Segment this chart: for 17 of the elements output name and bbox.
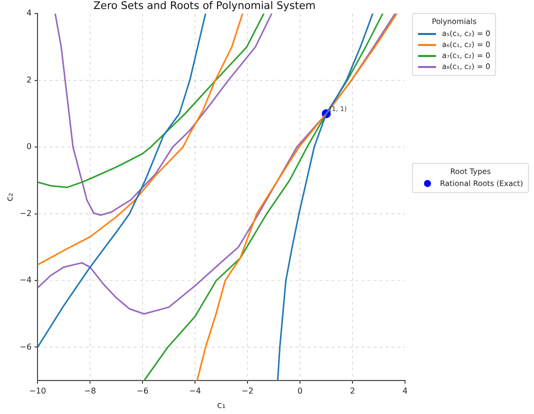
x-tick-label: −10 <box>29 386 46 396</box>
x-tick-label: 0 <box>297 386 303 396</box>
x-tick-label: 4 <box>402 386 408 396</box>
y-tick-label: 2 <box>26 75 32 84</box>
y-axis-title: c₂ <box>6 192 16 202</box>
x-tick-label: −6 <box>136 386 148 396</box>
x-tick-label: −8 <box>84 386 96 396</box>
chart-title: Zero Sets and Roots of Polynomial System <box>93 0 316 12</box>
x-tick-label: −2 <box>242 386 254 396</box>
y-tick-label: 4 <box>26 8 32 18</box>
x-tick-label: 2 <box>350 386 356 396</box>
y-tick-label: −2 <box>20 208 32 218</box>
y-tick-label: −4 <box>20 276 32 285</box>
y-tick-label: −6 <box>20 342 32 352</box>
x-tick-label: −4 <box>189 386 201 396</box>
y-tick-label: 0 <box>26 142 32 152</box>
x-axis-title: c₁ <box>217 400 226 411</box>
